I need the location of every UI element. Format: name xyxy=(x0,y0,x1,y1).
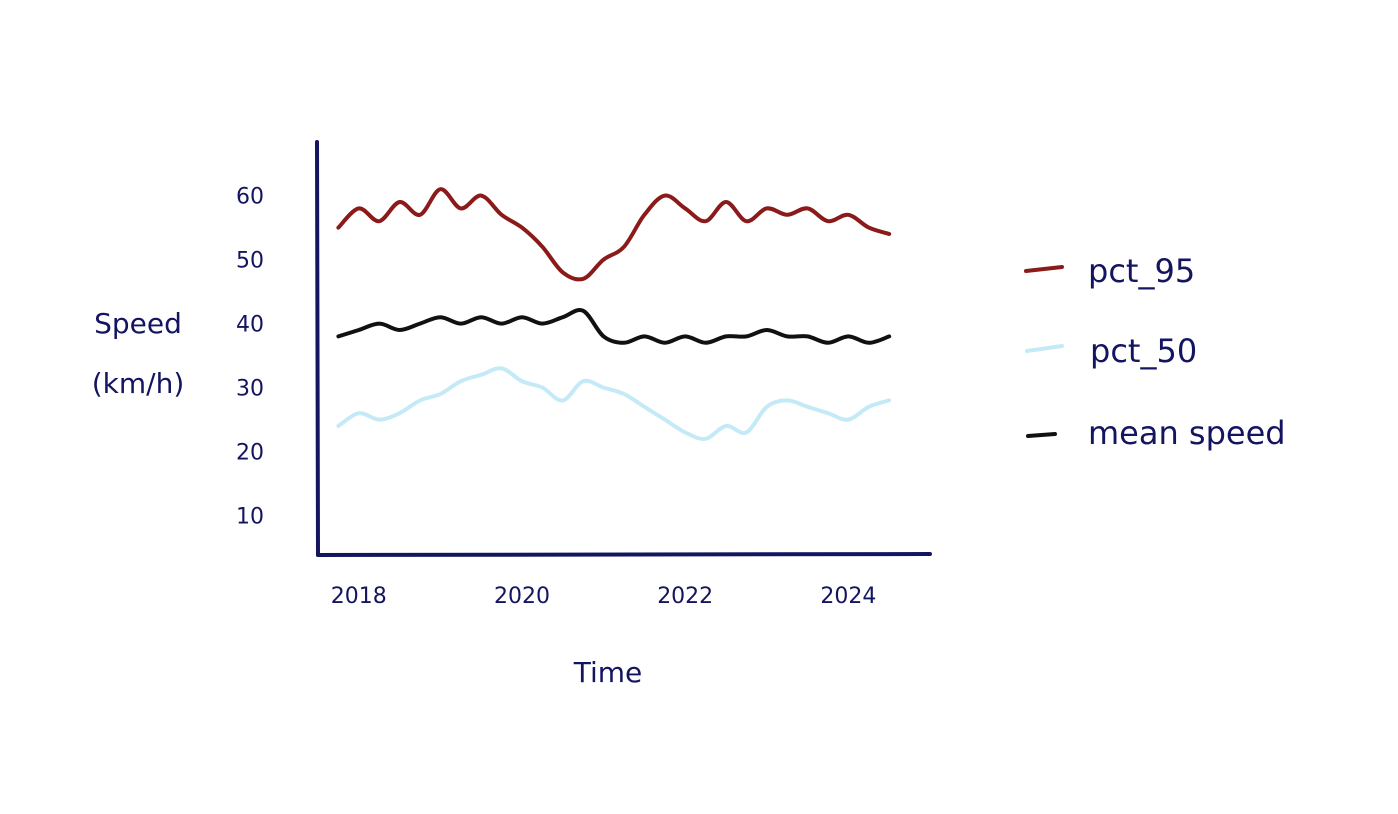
y-tick-label: 30 xyxy=(236,377,264,402)
axes xyxy=(315,140,932,557)
legend-label: pct_50 xyxy=(1090,332,1197,370)
y-tick-label: 50 xyxy=(236,249,264,274)
y-axis-title: Speed (km/h) xyxy=(92,307,185,400)
y-tick-label: 40 xyxy=(236,313,264,338)
y-tick-label: 60 xyxy=(236,185,264,210)
legend: pct_95 pct_50 mean speed xyxy=(1024,252,1286,452)
x-tick-label: 2018 xyxy=(331,584,387,609)
series-lines xyxy=(336,187,892,441)
legend-label: mean speed xyxy=(1088,414,1286,452)
legend-swatch xyxy=(1026,432,1057,438)
x-tick-labels: 2018 2020 2022 2024 xyxy=(331,584,877,609)
series-line-mean-speed xyxy=(336,308,892,345)
y-axis-title-line: Speed xyxy=(94,307,182,340)
legend-swatch xyxy=(1025,344,1064,353)
x-axis-title: Time xyxy=(573,656,643,689)
y-tick-labels: 10 20 30 40 50 60 xyxy=(236,185,264,530)
x-tick-label: 2024 xyxy=(820,584,876,609)
legend-item: mean speed xyxy=(1026,414,1286,452)
legend-swatch xyxy=(1024,265,1064,273)
x-axis-line xyxy=(316,552,932,557)
x-tick-label: 2022 xyxy=(657,584,713,609)
y-tick-label: 20 xyxy=(236,441,264,466)
legend-label: pct_95 xyxy=(1088,252,1195,290)
series-line-pct-50 xyxy=(336,366,892,441)
y-axis-line xyxy=(315,140,320,557)
y-axis-title-line: (km/h) xyxy=(92,367,185,400)
legend-item: pct_50 xyxy=(1025,332,1197,370)
series-line-pct-95 xyxy=(336,187,892,282)
legend-item: pct_95 xyxy=(1024,252,1195,290)
y-tick-label: 10 xyxy=(236,505,264,530)
x-tick-label: 2020 xyxy=(494,584,550,609)
